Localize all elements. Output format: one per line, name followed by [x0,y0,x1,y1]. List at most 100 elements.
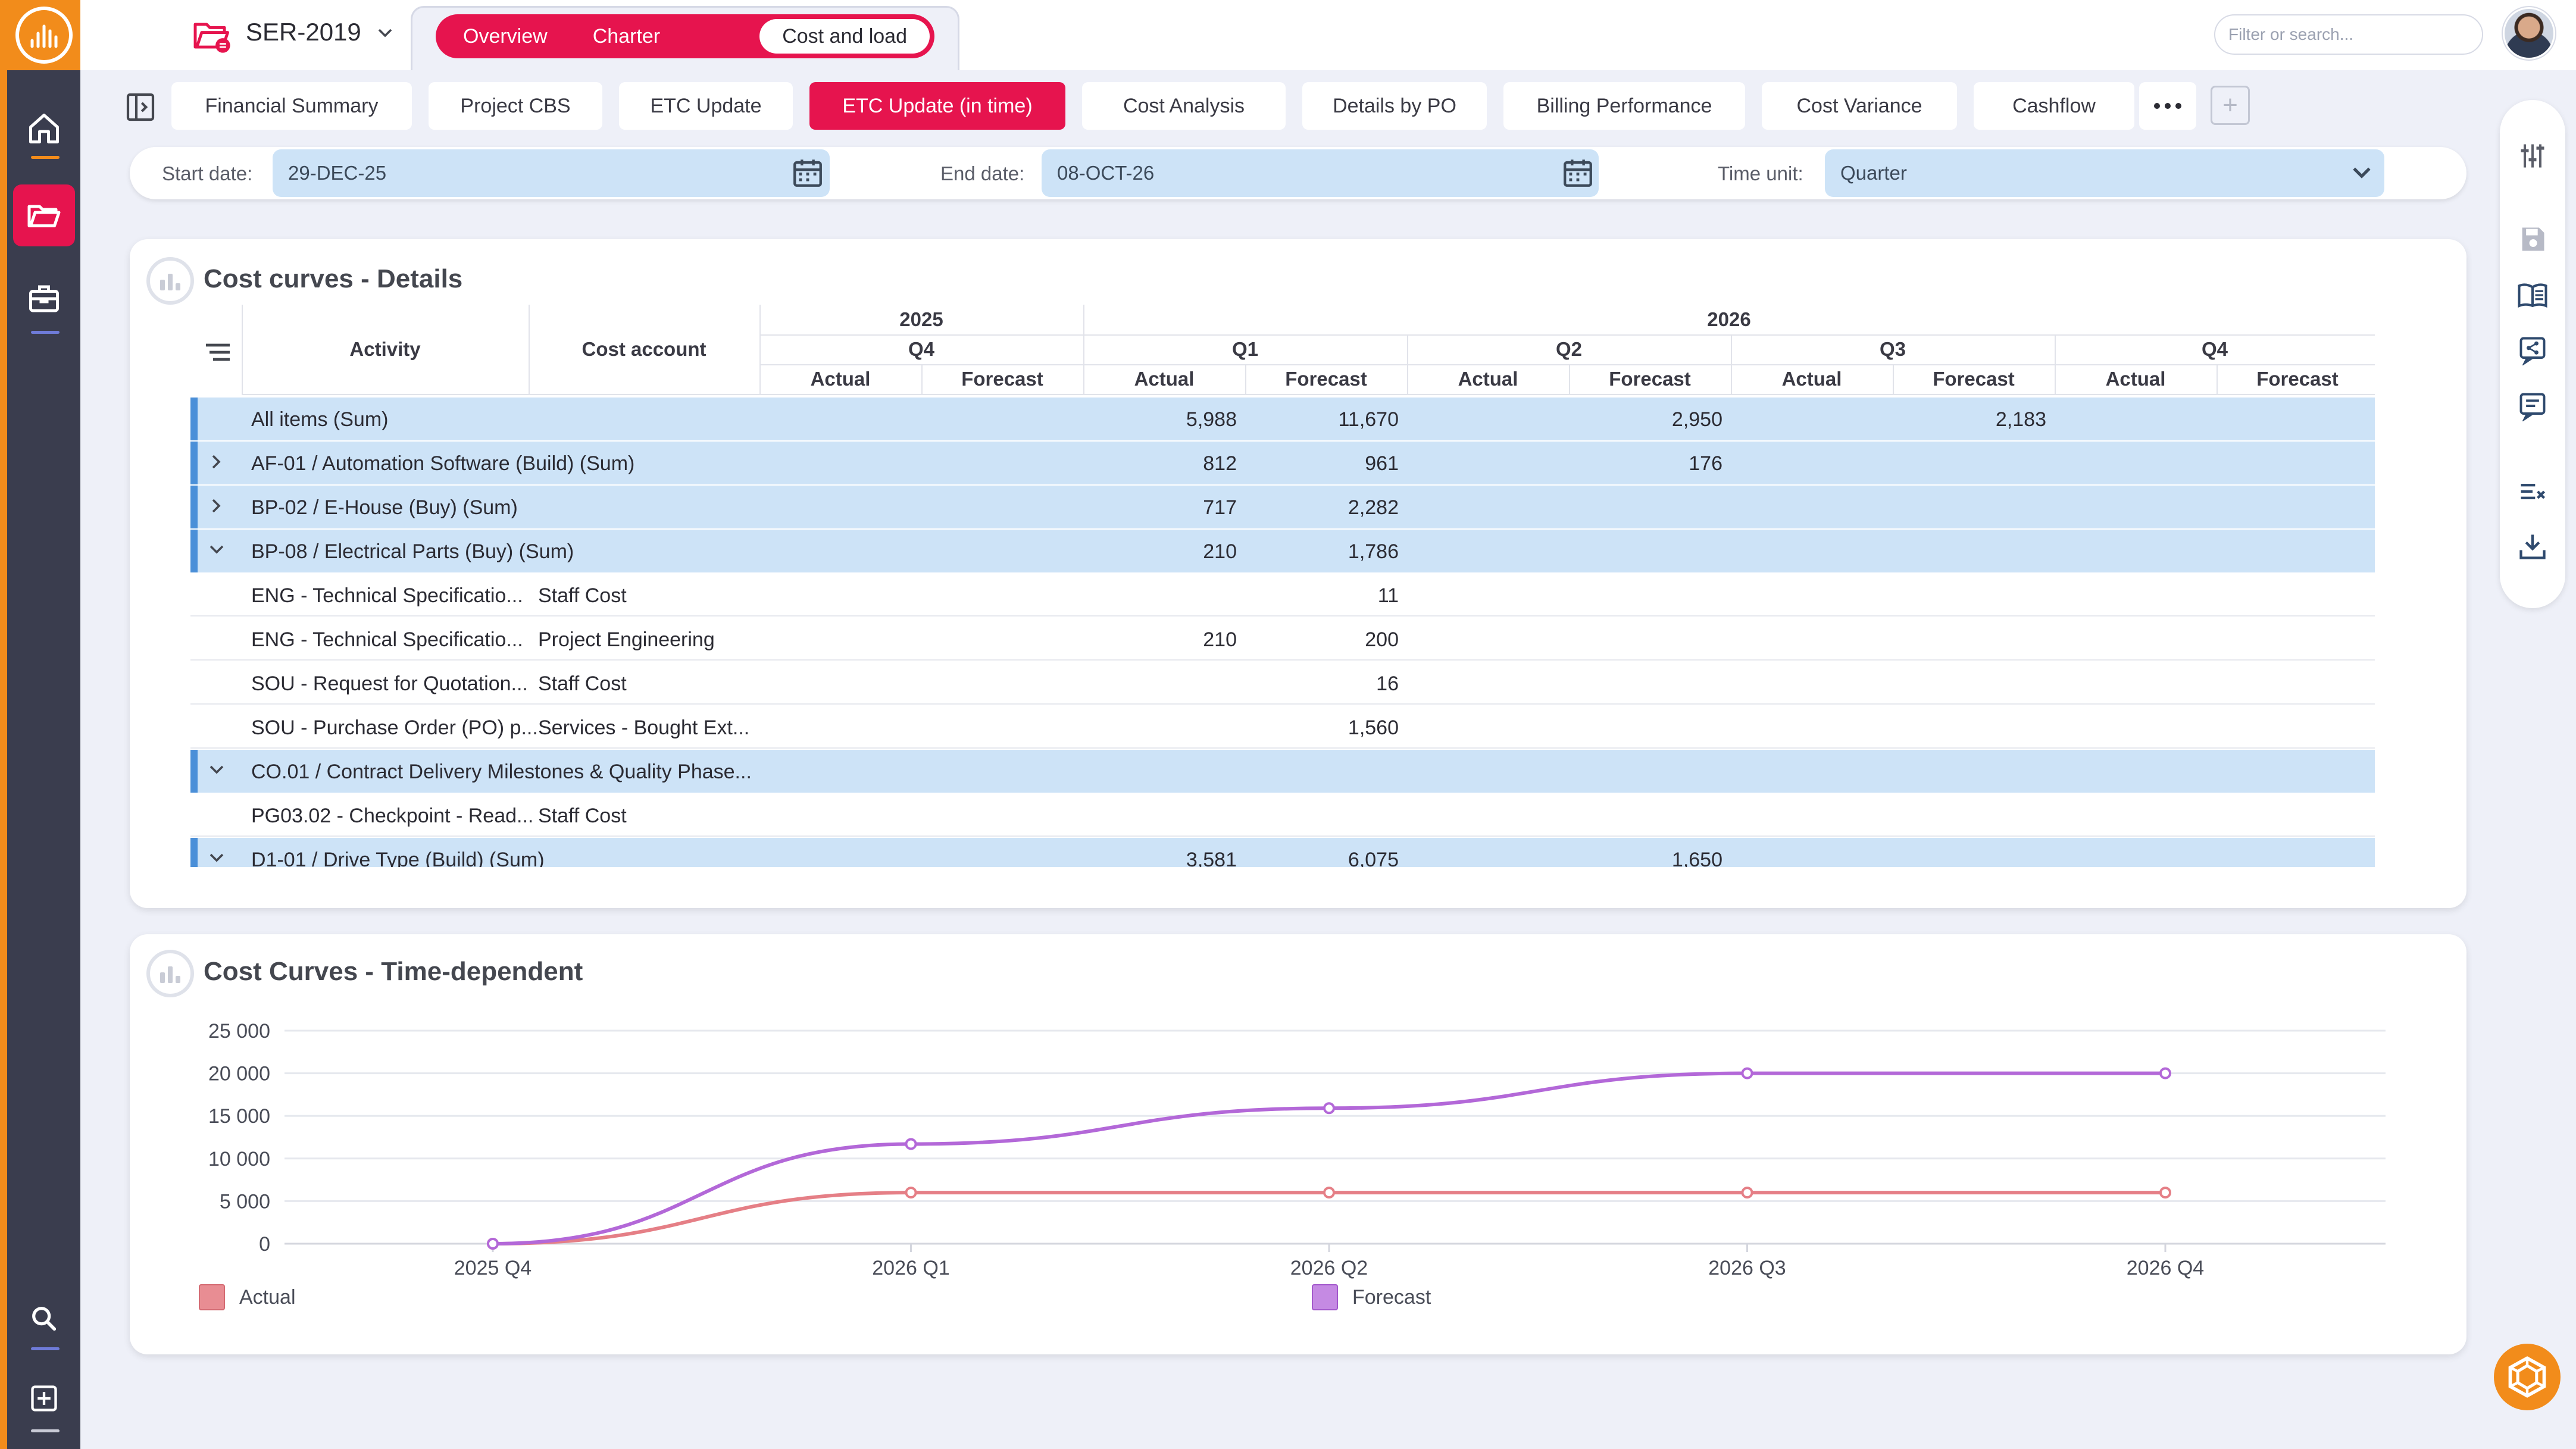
data-point-forecast [1323,1102,1335,1115]
end-date-value: 08-OCT-26 [1057,162,1155,184]
subtab-details-by-po[interactable]: Details by PO [1302,82,1487,130]
collapse-row-button[interactable] [205,758,229,782]
chevron-down-icon [210,545,224,554]
more-tabs-button[interactable] [2139,82,2196,130]
header-cost-account: Cost account [582,338,706,360]
time-unit-chevron-down-icon[interactable] [2351,165,2372,181]
table-row[interactable]: SOU - Request for Quotation... Staff Cost… [190,662,2375,705]
expand-row-button[interactable] [205,494,229,518]
share-button[interactable] [2516,333,2549,367]
cell-value: 210 [1203,628,1237,651]
group-row[interactable]: BP-02 / E-House (Buy) (Sum) 717 2,282 [190,486,2375,528]
group-row[interactable]: All items (Sum) 5,988 11,670 2,950 2,183 [190,398,2375,440]
chart-widget-icon [146,257,194,305]
cell-value: 210 [1203,540,1237,563]
add-square-icon [31,1385,57,1412]
start-date-label: Start date: [162,162,253,184]
chevron-right-icon [212,499,221,513]
y-tick-label: 10 000 [208,1148,270,1171]
data-point-actual [1323,1187,1335,1199]
nav-search-indicator [31,1347,60,1350]
row-cost-account: Staff Cost [538,805,627,827]
start-date-field[interactable]: 29-DEC-25 [273,149,830,197]
group-row[interactable]: CO.01 / Contract Delivery Milestones & Q… [190,750,2375,793]
tab-overview[interactable]: Overview [463,24,548,48]
subtab-project-cbs[interactable]: Project CBS [429,82,602,130]
app-logo[interactable] [7,0,80,70]
start-calendar-icon[interactable] [790,155,825,190]
tab-charter[interactable]: Charter [592,24,661,48]
assistant-button[interactable] [2494,1344,2561,1410]
search-input[interactable]: Filter or search... [2214,14,2483,55]
expand-row-button[interactable] [205,450,229,474]
row-activity-label: ENG - Technical Specificatio... [251,628,523,651]
group-row[interactable]: D1-01 / Drive Type (Build) (Sum) 3,581 6,0… [190,838,2375,867]
end-date-field[interactable]: 08-OCT-26 [1042,149,1599,197]
settings-sliders-button[interactable] [2516,139,2549,173]
data-point-actual [2159,1187,2171,1199]
legend-forecast[interactable]: Forecast [1312,1284,1431,1310]
subtab-financial-summary[interactable]: Financial Summary [171,82,412,130]
project-folder-icon [193,23,230,53]
comments-button[interactable] [2516,389,2549,423]
table-row[interactable]: ENG - Technical Specificatio... Project E… [190,618,2375,661]
end-date-label: End date: [940,162,1025,184]
time-unit-select[interactable]: Quarter [1825,149,2384,197]
subtab-etc-update[interactable]: ETC Update [619,82,793,130]
download-icon [2519,534,2546,559]
subtab-cashflow[interactable]: Cashflow [1974,82,2134,130]
avatar[interactable] [2503,7,2555,60]
y-tick-label: 20 000 [208,1063,270,1085]
sliders-icon [2521,144,2544,168]
top-tabs: Overview Charter Cost and load [436,14,934,58]
y-tick-label: 0 [259,1233,270,1256]
nav-home[interactable] [13,98,75,159]
project-chevron-down-icon[interactable] [377,27,393,39]
cell-value: 961 [1365,452,1399,475]
cell-value: 812 [1203,452,1237,475]
right-toolbar [2500,100,2565,608]
column-menu-icon[interactable] [204,340,232,364]
tab-cost-and-load[interactable]: Cost and load [759,19,930,54]
clear-filters-button[interactable] [2516,475,2549,508]
y-tick-label: 15 000 [208,1105,270,1128]
table-row[interactable]: ENG - Technical Specificatio... Staff Cos… [190,574,2375,616]
row-cost-account: Services - Bought Ext... [538,716,750,739]
table-row[interactable]: SOU - Purchase Order (PO) p... Services -… [190,706,2375,749]
cell-value: 11 [1377,584,1399,607]
cell-value: 1,786 [1348,540,1399,563]
header-2026-q3: Q3 [1879,338,1906,360]
folder-open-icon [27,205,61,227]
panel-toggle-icon[interactable] [124,90,157,124]
subtab-cost-analysis[interactable]: Cost Analysis [1082,82,1286,130]
guide-button[interactable] [2516,278,2549,312]
subtab-cost-variance[interactable]: Cost Variance [1762,82,1957,130]
data-point-forecast [905,1138,917,1150]
nav-projects[interactable] [13,184,75,246]
chevron-down-icon [210,853,224,862]
collapse-row-button[interactable] [205,538,229,562]
nav-search[interactable] [13,1288,75,1350]
row-cost-account: Staff Cost [538,584,627,607]
save-button[interactable] [2516,223,2549,256]
hexagon-assistant-icon [2508,1356,2546,1398]
legend-actual[interactable]: Actual [199,1284,296,1310]
cell-value: 11,670 [1338,408,1399,431]
add-tab-button[interactable]: + [2211,86,2250,125]
table-row[interactable]: PG03.02 - Checkpoint - Read... Staff Cost [190,794,2375,837]
group-row[interactable]: AF-01 / Automation Software (Build) (Sum… [190,442,2375,484]
group-row[interactable]: BP-08 / Electrical Parts (Buy) (Sum) 210 1… [190,530,2375,572]
cost-curves-chart-card: Cost Curves - Time-dependent 0 5 000 10 00… [130,934,2466,1354]
row-marker [190,442,198,484]
subtab-etc-update-in-time[interactable]: ETC Update (in time) [809,82,1065,130]
cost-details-table: Activity Cost account 2025 2026 Q4 Q1 Q2… [190,305,2375,867]
download-button[interactable] [2516,530,2549,563]
header-year-2025: 2025 [899,308,943,330]
subtab-billing-performance[interactable]: Billing Performance [1503,82,1745,130]
nav-portfolio[interactable] [13,268,75,330]
nav-add[interactable] [13,1367,75,1429]
data-point-actual [1741,1187,1753,1199]
collapse-row-button[interactable] [205,846,229,867]
header-actual: Actual [810,368,871,390]
end-calendar-icon[interactable] [1561,155,1595,190]
